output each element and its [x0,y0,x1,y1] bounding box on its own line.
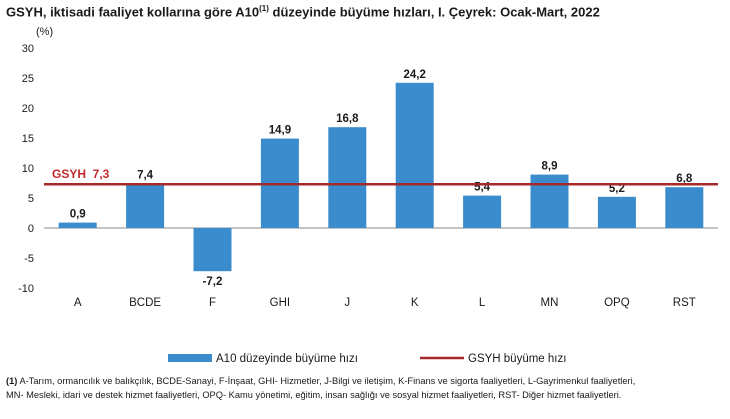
bar-value-label: 0,9 [70,209,86,221]
x-tick-label: OPQ [604,297,630,309]
y-tick-label: 0 [28,223,34,235]
legend-bar-label: A10 düzeyinde büyüme hızı [216,353,358,365]
chart-title-main: GSYH, iktisadi faaliyet kollarına göre A… [6,4,260,20]
legend-line-label: GSYH büyüme hızı [468,353,566,365]
bar [395,82,434,228]
y-tick-label: 25 [22,73,34,85]
y-tick-label: 20 [22,103,34,115]
chart-title-rest: düzeyinde büyüme hızları, I. Çeyrek: Oca… [268,4,600,20]
bar [665,187,704,228]
x-axis-labels-group: A BCDE F GHI J K L MN OPQ RST [74,297,696,309]
x-tick-label: F [209,297,216,309]
y-axis-ticks: -10 -5 0 5 10 15 20 25 30 [18,43,34,295]
bar-chart: (%) -10 -5 0 5 10 15 20 25 30 0,9 7,4 -7,2 14,9 16,8… [18,26,718,365]
y-axis-unit-label: (%) [36,26,53,38]
bar-value-label: 5,2 [609,183,625,195]
x-tick-label: A [74,297,82,309]
gsyh-reference-label: GSYH 7,3 [52,167,110,181]
bar-value-label: -7,2 [203,276,223,288]
bar [530,174,569,228]
footnote-line-2: MN- Mesleki, idari ve destek hizmet faal… [6,390,622,400]
bar-value-label: 24,2 [404,69,426,81]
footnote-text-1: A-Tarım, ormancılık ve balıkçılık, BCDE-… [17,376,636,386]
x-tick-label: GHI [270,297,290,309]
footnote-marker: (1) [6,376,18,386]
footnote: (1) A-Tarım, ormancılık ve balıkçılık, B… [6,374,724,402]
bar-value-label: 14,9 [269,125,291,137]
bar [463,195,502,228]
y-tick-label: 5 [28,193,34,205]
bar [597,196,636,228]
bar [193,228,232,272]
legend-bar-swatch [168,354,212,362]
x-tick-label: MN [541,297,559,309]
bar [328,127,367,228]
bar-value-label: 8,9 [542,161,558,173]
y-tick-label: 15 [22,133,34,145]
bars-group [58,82,704,272]
y-tick-label: 10 [22,163,34,175]
bar [58,222,97,228]
value-labels-group: 0,97,4-7,214,916,824,25,48,95,26,8 [70,69,693,288]
x-tick-label: K [411,297,419,309]
bar [126,183,165,228]
x-tick-label: J [344,297,350,309]
y-tick-label: -10 [18,283,34,295]
x-tick-label: L [479,297,486,309]
bar-value-label: 6,8 [676,173,693,185]
chart-title: GSYH, iktisadi faaliyet kollarına göre A… [6,4,600,19]
x-tick-label: BCDE [129,297,161,309]
x-tick-label: RST [673,297,696,309]
chart-title-footnote-ref: (1) [259,4,269,13]
bar-value-label: 7,4 [137,170,154,182]
footnote-line-1: (1) A-Tarım, ormancılık ve balıkçılık, B… [6,374,724,388]
y-tick-label: -5 [24,253,34,265]
y-tick-label: 30 [22,43,34,55]
bar-value-label: 16,8 [336,113,359,125]
